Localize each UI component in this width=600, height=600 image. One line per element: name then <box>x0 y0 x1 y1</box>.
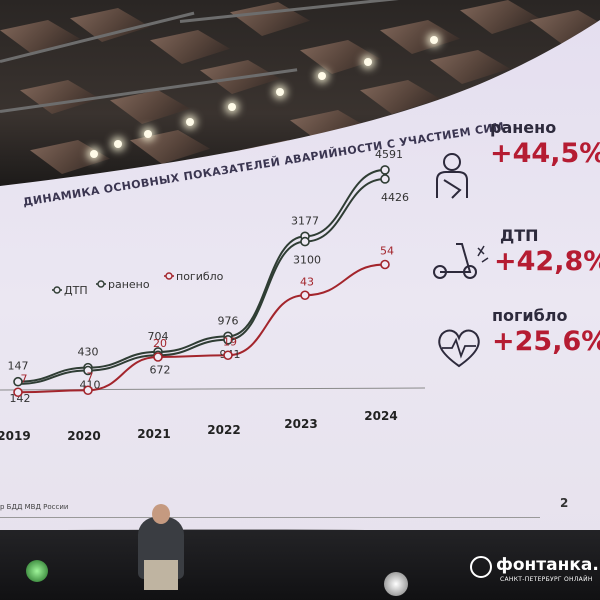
label-pogiblo: 43 <box>300 275 314 288</box>
page-number: 2 <box>560 496 569 510</box>
legend-marker <box>166 273 172 279</box>
stage <box>0 530 600 600</box>
ceiling-lamp <box>186 118 194 126</box>
source-note: р БДД МВД России <box>0 503 69 511</box>
point-pogiblo <box>154 353 162 361</box>
ceiling-lamp <box>144 130 152 138</box>
point-dtp <box>301 238 309 246</box>
label-raneno: 147 <box>8 360 29 373</box>
label-raneno: 3177 <box>291 214 319 227</box>
point-pogiblo <box>381 261 389 269</box>
speaker-legs <box>144 560 178 590</box>
x-tick-label: 2022 <box>207 423 240 437</box>
ceiling-lamp <box>114 140 122 148</box>
x-tick-label: 2020 <box>67 429 100 443</box>
ceiling-lamp <box>430 36 438 44</box>
point-dtp <box>84 366 92 374</box>
point-pogiblo <box>14 388 22 396</box>
label-raneno: 976 <box>218 314 239 327</box>
x-tick-label: 2019 <box>0 429 31 443</box>
footer-divider <box>0 517 540 518</box>
x-tick-label: 2023 <box>284 417 317 431</box>
legend-marker <box>54 287 60 293</box>
point-raneno <box>381 166 389 174</box>
label-raneno: 430 <box>78 346 99 359</box>
ceiling-lamp <box>228 103 236 111</box>
legend-marker <box>98 281 104 287</box>
point-dtp <box>381 175 389 183</box>
stat-label-accidents: ДТП <box>500 226 539 245</box>
label-pogiblo: 54 <box>380 245 394 258</box>
point-pogiblo <box>224 351 232 359</box>
label-raneno: 4591 <box>375 148 403 161</box>
scooter-crash-icon <box>432 240 492 282</box>
stat-value-deaths: +25,6% <box>492 326 600 357</box>
ceiling-lamp <box>276 88 284 96</box>
x-tick-label: 2024 <box>364 409 397 423</box>
label-pogiblo: 7 <box>21 372 28 385</box>
speaker-head <box>152 504 170 524</box>
stat-value-accidents: +42,8% <box>494 246 600 277</box>
label-pogiblo: 19 <box>223 335 237 348</box>
label-raneno: 704 <box>148 330 169 343</box>
watermark-sub: САНКТ-ПЕТЕРБУРГ ОНЛАЙН <box>500 576 593 583</box>
fontanka-logo-icon <box>470 556 492 578</box>
stat-label-deaths: погибло <box>492 306 568 325</box>
ceiling-lamp <box>364 58 372 66</box>
heart-pulse-icon <box>434 326 484 370</box>
point-pogiblo <box>301 291 309 299</box>
injured-person-icon <box>432 150 472 202</box>
stage-light-green <box>26 560 48 582</box>
point-raneno <box>14 378 22 386</box>
label-dtp: 672 <box>150 363 171 376</box>
watermark-brand: фонтанка.ру <box>496 555 600 575</box>
label-dtp: 3100 <box>293 254 321 267</box>
stat-label-injured: ранено <box>490 118 557 137</box>
ceiling-lamp <box>90 150 98 158</box>
ceiling-lamp <box>318 72 326 80</box>
point-pogiblo <box>84 386 92 394</box>
stat-value-injured: +44,5% <box>490 138 600 169</box>
x-axis-line <box>0 388 425 390</box>
stage-light-white <box>384 572 408 596</box>
label-pogiblo: 7 <box>87 370 94 383</box>
legend-label: ранено <box>108 278 150 291</box>
point-dtp <box>224 336 232 344</box>
label-pogiblo: 20 <box>153 337 167 350</box>
legend-label: ДТП <box>64 284 88 297</box>
x-tick-label: 2021 <box>137 427 170 441</box>
legend-label: погибло <box>176 270 224 283</box>
label-dtp: 4426 <box>381 191 409 204</box>
